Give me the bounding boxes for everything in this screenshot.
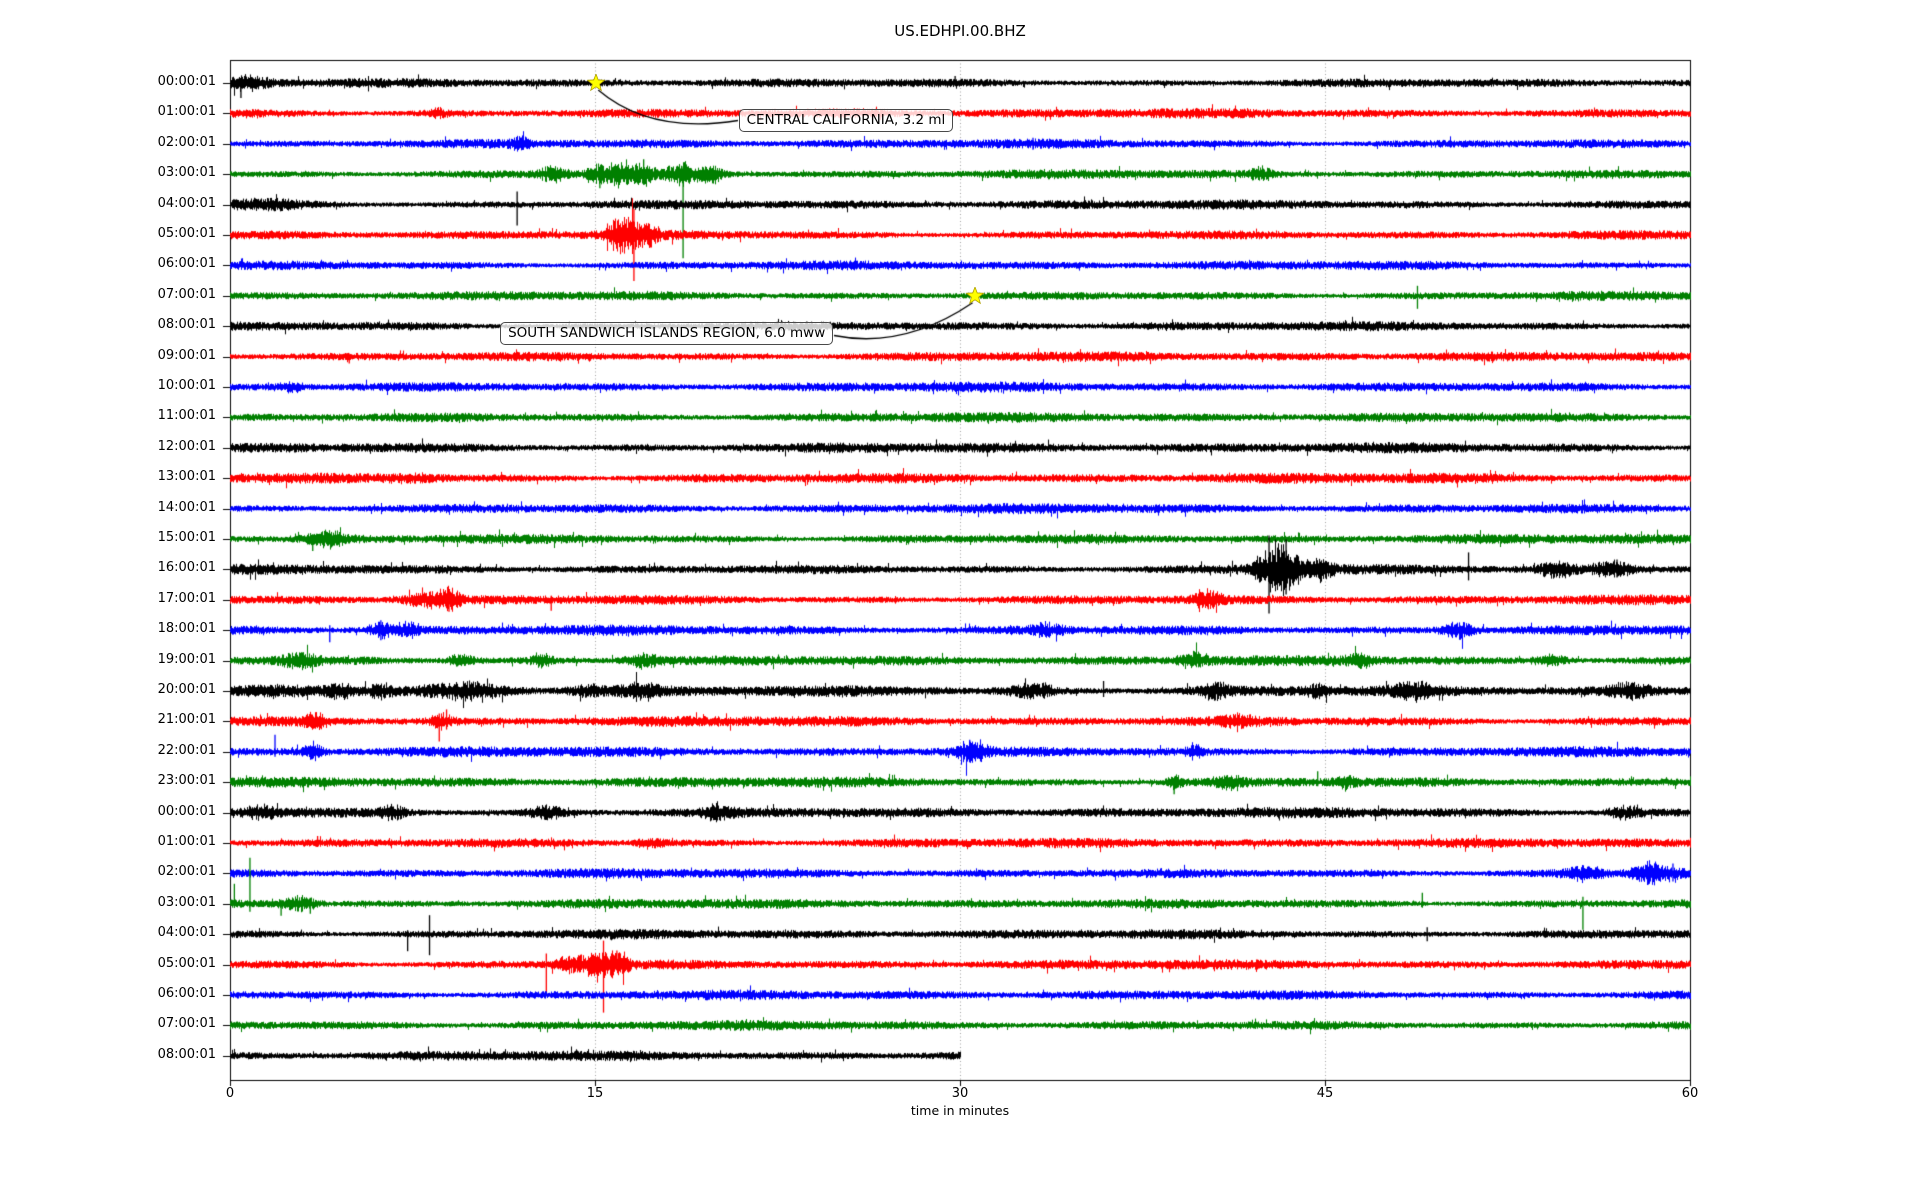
y-axis-row-label: 03:00:01 [157, 894, 216, 910]
y-axis-row-label: 01:00:01 [157, 834, 216, 849]
y-axis-row-label: 04:00:01 [157, 925, 216, 941]
event-star-icon [965, 286, 984, 304]
y-axis-row-label: 00:00:01 [157, 74, 216, 89]
y-axis-row-label: 14:00:01 [157, 499, 216, 515]
event-star-icon [587, 74, 606, 92]
x-axis-title: time in minutes [910, 1103, 1010, 1118]
y-axis-row-label: 21:00:01 [157, 712, 216, 728]
y-axis-row-label: 18:00:01 [157, 621, 216, 637]
y-axis-row-label: 06:00:01 [157, 256, 216, 272]
y-axis-row-label: 12:00:01 [157, 438, 216, 454]
y-axis-row-label: 13:00:01 [157, 469, 216, 485]
y-axis-row-label: 15:00:01 [157, 530, 216, 545]
x-axis-tick-label: 45 [1316, 1086, 1334, 1101]
x-axis-tick-label: 30 [951, 1086, 969, 1101]
y-axis-row-label: 19:00:01 [157, 651, 216, 667]
y-axis-row-label: 06:00:01 [157, 986, 216, 1001]
y-axis-row-label: 11:00:01 [157, 408, 216, 424]
y-axis-row-label: 01:00:01 [157, 104, 216, 120]
y-axis-row-label: 10:00:01 [157, 378, 216, 393]
event-annotation: CENTRAL CALIFORNIA, 3.2 ml [738, 109, 954, 133]
y-axis-row-label: 03:00:01 [157, 165, 216, 181]
y-axis-row-label: 08:00:01 [157, 1046, 216, 1062]
y-axis-row-label: 02:00:01 [157, 864, 216, 880]
y-axis-row-label: 05:00:01 [157, 955, 216, 971]
y-axis-row-label: 20:00:01 [157, 682, 216, 697]
y-axis-row-label: 02:00:01 [157, 134, 216, 150]
y-axis-row-label: 07:00:01 [157, 1016, 216, 1032]
y-axis-row-label: 16:00:01 [157, 560, 216, 576]
event-annotation: SOUTH SANDWICH ISLANDS REGION, 6.0 mww [500, 321, 834, 345]
y-axis-row-label: 00:00:01 [157, 803, 216, 819]
y-axis-row-label: 08:00:01 [157, 317, 216, 333]
chart-title: US.EDHPI.00.BHZ [894, 22, 1026, 40]
y-axis-row-label: 22:00:01 [157, 742, 216, 758]
y-axis-row-label: 05:00:01 [157, 226, 216, 241]
x-axis-tick-label: 0 [225, 1086, 235, 1101]
y-axis-row-label: 04:00:01 [157, 195, 216, 211]
y-axis-row-label: 07:00:01 [157, 286, 216, 302]
y-axis-row-label: 17:00:01 [157, 590, 216, 606]
y-axis-row-label: 09:00:01 [157, 347, 216, 363]
x-axis-tick-label: 15 [586, 1086, 604, 1101]
x-axis-tick-label: 60 [1681, 1086, 1699, 1101]
y-axis-row-label: 23:00:01 [157, 773, 216, 789]
